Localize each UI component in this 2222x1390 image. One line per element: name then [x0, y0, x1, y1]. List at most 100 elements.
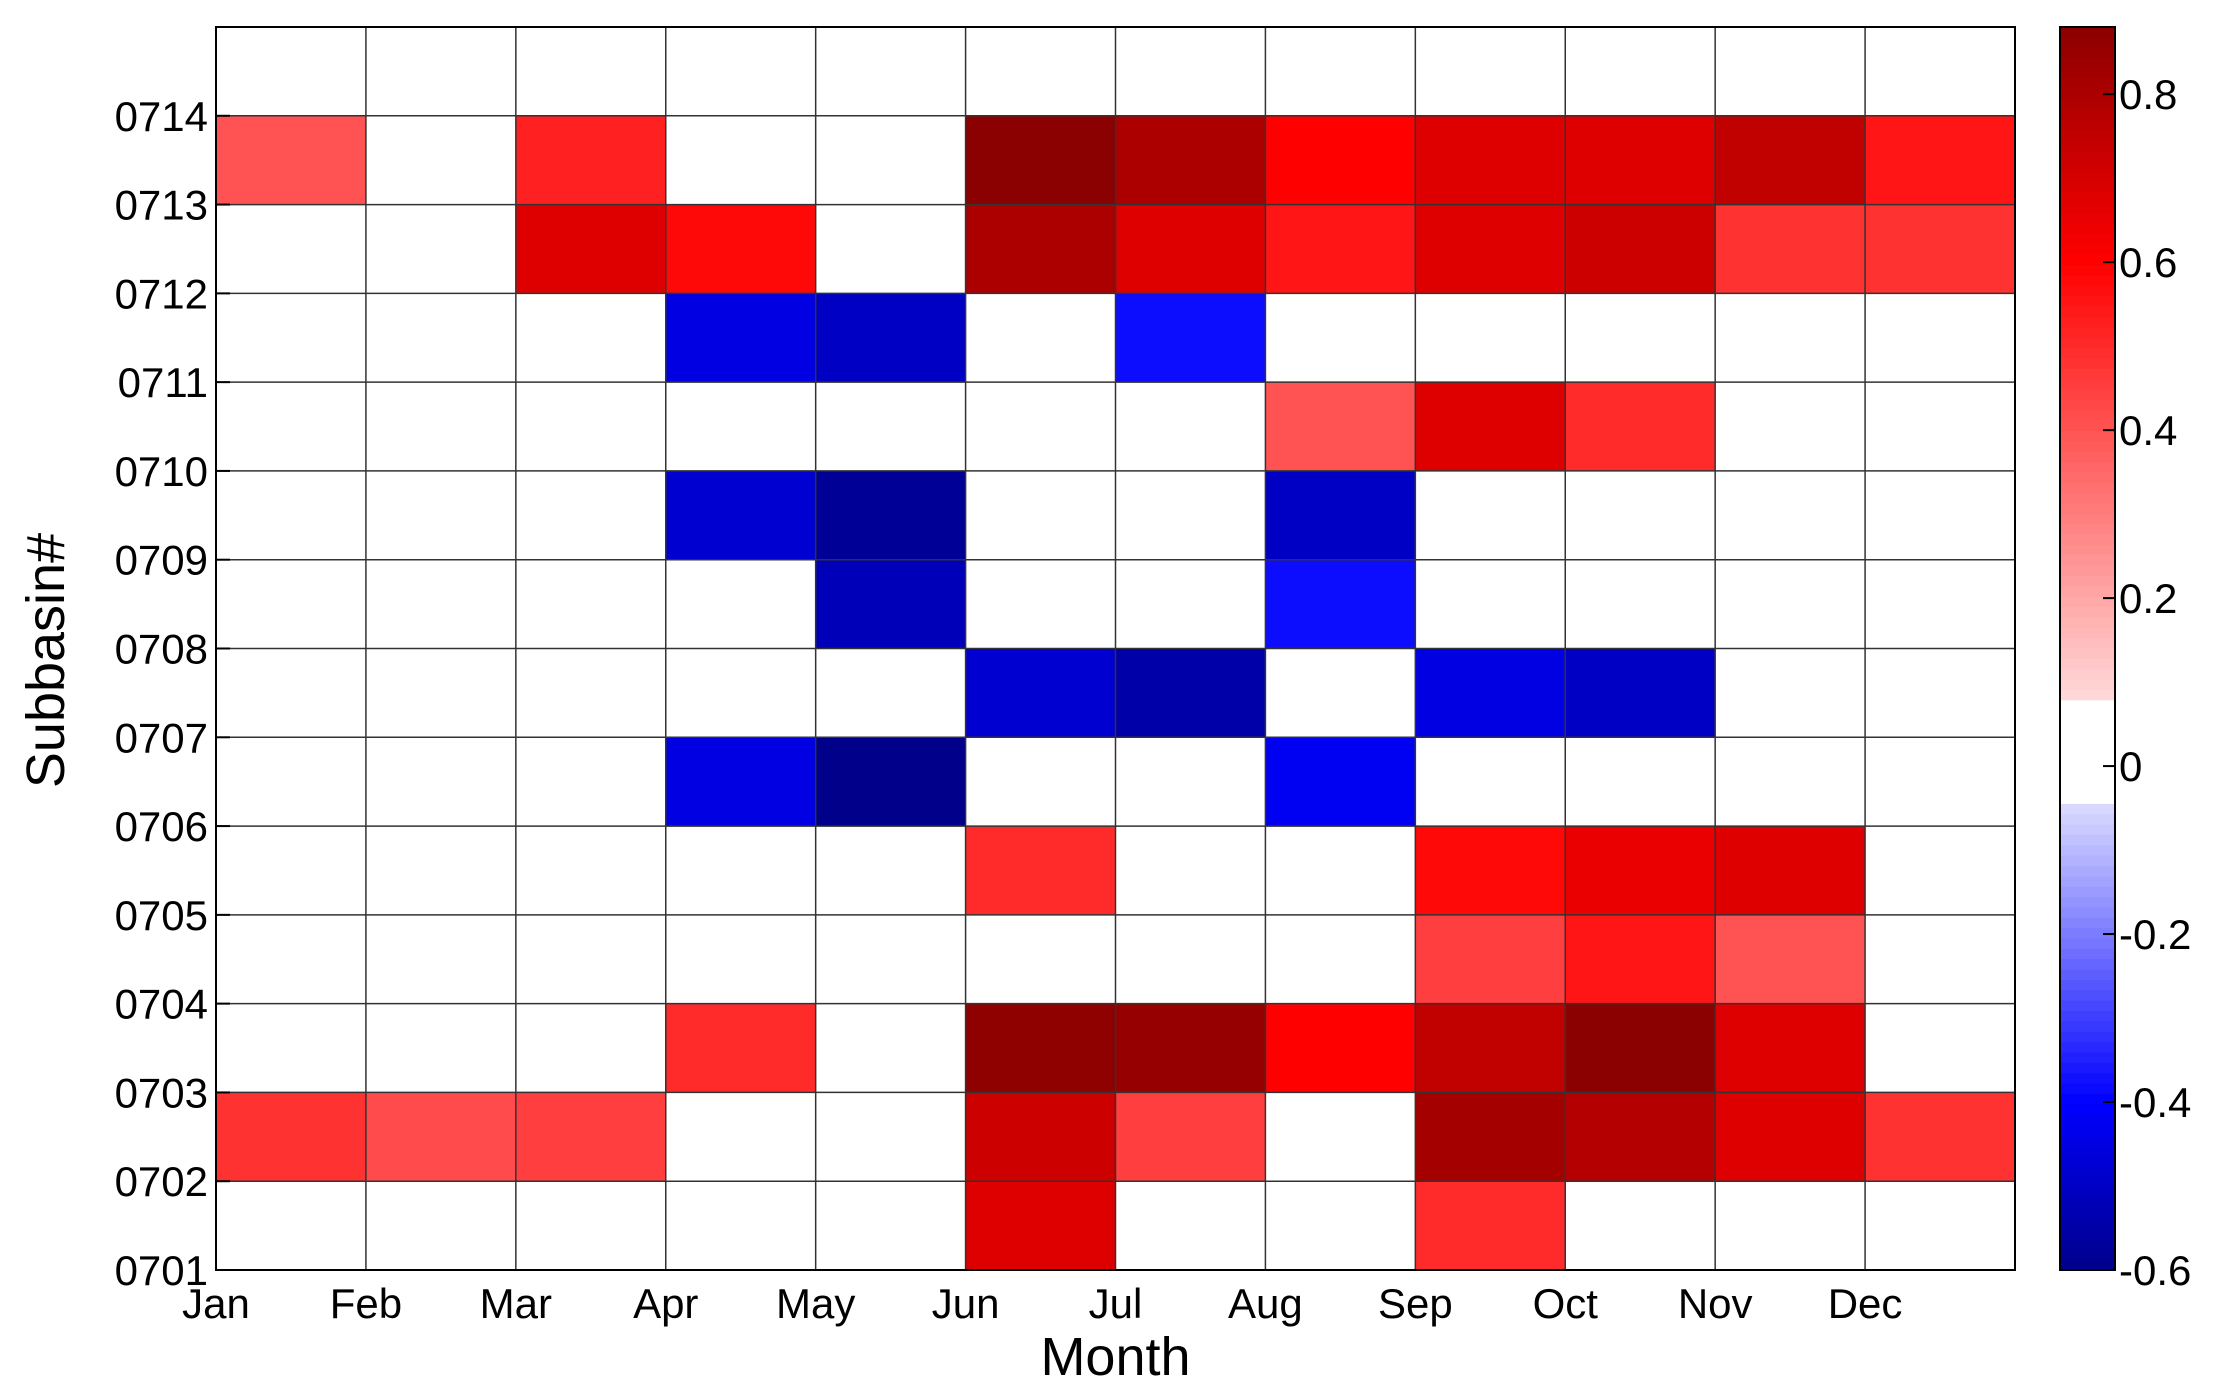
colorbar-segment	[2060, 876, 2115, 888]
y-axis-title: Subbasin#	[16, 533, 76, 788]
colorbar-segment	[2060, 700, 2115, 712]
colorbar-segment	[2060, 379, 2115, 391]
colorbar-segment	[2060, 37, 2115, 49]
heatmap-cell	[815, 559, 966, 649]
colorbar-segment	[2060, 721, 2115, 732]
colorbar-segment	[2060, 1083, 2115, 1095]
heatmap-cells	[216, 115, 2015, 1270]
heatmap-cell	[1565, 1092, 1716, 1182]
colorbar-segment	[2060, 1228, 2115, 1240]
colorbar-segment	[2060, 1249, 2115, 1261]
heatmap-cell	[1415, 1181, 1566, 1270]
colorbar-segment	[2060, 886, 2115, 898]
heatmap-cell	[965, 1092, 1116, 1182]
colorbar-segment	[2060, 866, 2115, 877]
heatmap-cell	[1715, 1092, 1866, 1182]
colorbar-segment	[2060, 772, 2115, 784]
heatmap-cell	[1265, 204, 1416, 294]
colorbar-segment	[2060, 669, 2115, 681]
y-tick-label: 0704	[115, 981, 208, 1028]
colorbar-segment	[2060, 78, 2115, 90]
heatmap-cell	[1415, 115, 1566, 205]
x-tick-label: May	[776, 1280, 855, 1327]
colorbar-segment	[2060, 824, 2115, 836]
colorbar-segment	[2060, 1259, 2115, 1271]
colorbar-segment	[2060, 348, 2115, 360]
y-tick-label: 0702	[115, 1158, 208, 1205]
colorbar-segment	[2060, 1000, 2115, 1012]
colorbar-segment	[2060, 1042, 2115, 1054]
colorbar-segment	[2060, 493, 2115, 505]
colorbar-segment	[2060, 565, 2115, 577]
y-tick-label: 0707	[115, 714, 208, 761]
colorbar-segment	[2060, 192, 2115, 204]
y-tick-label: 0703	[115, 1069, 208, 1116]
colorbar-segment	[2060, 907, 2115, 919]
colorbar-segment	[2060, 109, 2115, 121]
colorbar-segment	[2060, 1124, 2115, 1136]
colorbar-segment	[2060, 617, 2115, 629]
colorbar-segment	[2060, 234, 2115, 246]
colorbar-segment	[2060, 897, 2115, 909]
heatmap-cell	[965, 204, 1116, 294]
y-tick-label: 0706	[115, 803, 208, 850]
heatmap-cell	[665, 204, 816, 294]
colorbar-segment	[2060, 89, 2115, 101]
colorbar-segment	[2060, 140, 2115, 152]
heatmap-cell	[815, 737, 966, 827]
colorbar-segment	[2060, 607, 2115, 619]
colorbar-segment	[2060, 803, 2115, 815]
colorbar-segment	[2060, 337, 2115, 349]
colorbar-segment	[2060, 762, 2115, 774]
heatmap-cell	[1865, 204, 2015, 294]
colorbar-segment	[2060, 482, 2115, 494]
heatmap-cell	[1565, 382, 1716, 471]
colorbar-segment	[2060, 1062, 2115, 1074]
x-tick-label: Nov	[1678, 1280, 1753, 1327]
heatmap-cell	[1715, 115, 1866, 205]
colorbar-segment	[2060, 296, 2115, 308]
heatmap-cell	[1865, 1092, 2015, 1182]
heatmap-cell	[1865, 115, 2015, 205]
y-tick-label: 0714	[115, 93, 208, 140]
colorbar-segment	[2060, 969, 2115, 981]
colorbar-segment	[2060, 1104, 2115, 1116]
colorbar-segment	[2060, 223, 2115, 235]
colorbar-segment	[2060, 638, 2115, 650]
colorbar-tick-label: 0	[2119, 743, 2142, 790]
x-tick-label: Apr	[633, 1280, 698, 1327]
colorbar-segment	[2060, 928, 2115, 940]
heatmap-cell	[515, 1092, 666, 1182]
colorbar-segment	[2060, 441, 2115, 453]
colorbar-tick-label: 0.8	[2119, 71, 2177, 118]
colorbar-segment	[2060, 1156, 2115, 1168]
colorbar-segment	[2060, 451, 2115, 463]
colorbar-segment	[2060, 285, 2115, 297]
heatmap-cell	[1565, 914, 1716, 1004]
colorbar-segment	[2060, 172, 2115, 183]
colorbar-segment	[2060, 120, 2115, 132]
colorbar-segment	[2060, 47, 2115, 59]
heatmap-cell	[1115, 204, 1266, 294]
colorbar-segment	[2060, 306, 2115, 318]
heatmap-cell	[1115, 115, 1266, 205]
heatmap-cell	[965, 1181, 1116, 1270]
x-tick-label: Mar	[480, 1280, 552, 1327]
colorbar-segment	[2060, 689, 2115, 701]
heatmap-cell	[515, 115, 666, 205]
y-tick-label: 0712	[115, 270, 208, 317]
colorbar-segment	[2060, 1011, 2115, 1022]
heatmap-cell	[665, 293, 816, 383]
x-tick-label: Jul	[1089, 1280, 1143, 1327]
grid-lines	[216, 27, 2015, 1270]
x-tick-label: Jan	[182, 1280, 250, 1327]
colorbar-segment	[2060, 1052, 2115, 1064]
heatmap-cell	[665, 737, 816, 827]
colorbar-segment	[2060, 917, 2115, 929]
colorbar-segment	[2060, 472, 2115, 484]
heatmap-cell	[1265, 559, 1416, 649]
heatmap-cell	[1565, 826, 1716, 915]
colorbar-segment	[2060, 710, 2115, 722]
colorbar-segment	[2060, 317, 2115, 328]
colorbar-segment	[2060, 990, 2115, 1002]
